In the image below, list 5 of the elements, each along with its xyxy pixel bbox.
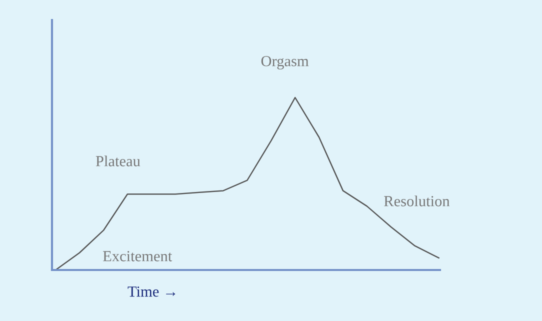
annotation: Resolution	[384, 196, 450, 206]
x-axis-title: Time →	[128, 286, 176, 297]
text: Orgasm	[261, 56, 309, 70]
annotation: Plateau	[96, 156, 140, 166]
annotation: Excitement	[103, 251, 172, 262]
